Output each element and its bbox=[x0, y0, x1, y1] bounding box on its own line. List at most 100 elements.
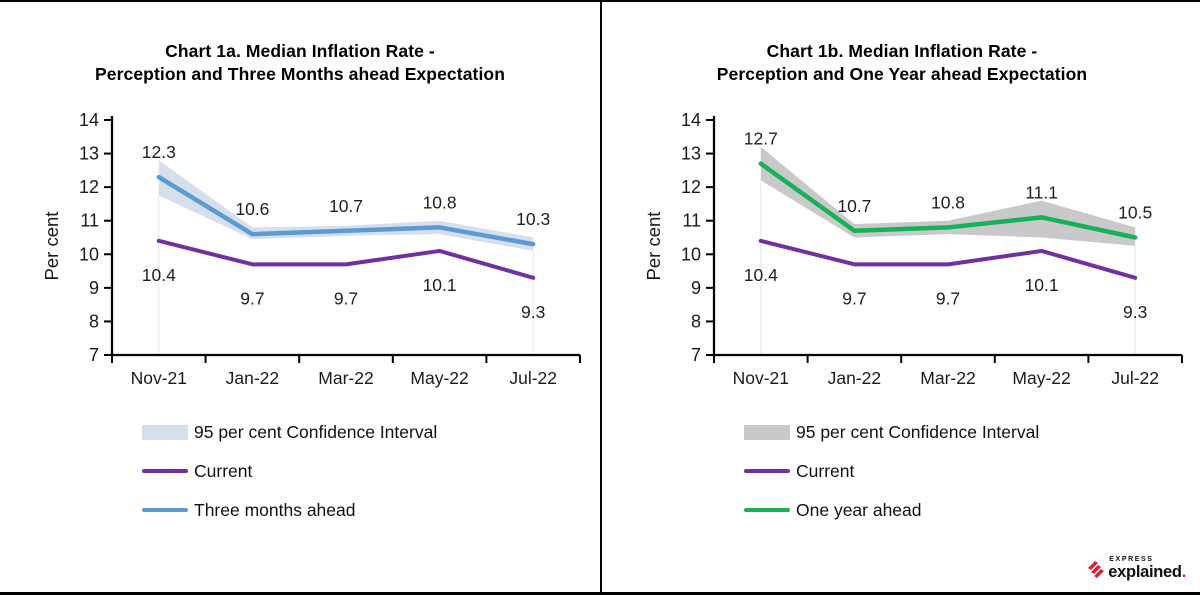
x-tick-label: May-22 bbox=[1012, 368, 1070, 388]
chart-1a-title-line-2: Perception and Three Months ahead Expect… bbox=[95, 64, 505, 84]
x-axis-ticks: Nov-21 Jan-22 Mar-22 May-22 Jul-22 bbox=[713, 355, 1183, 388]
data-label: 10.3 bbox=[516, 209, 550, 229]
legend-label: Current bbox=[796, 460, 855, 481]
legend-item: One year ahead bbox=[744, 498, 1200, 522]
y-tick-label: 12 bbox=[681, 177, 701, 197]
series-line-current bbox=[758, 238, 1138, 280]
confidence-band bbox=[760, 146, 1136, 246]
data-label: 10.4 bbox=[142, 265, 176, 285]
data-label: 10.1 bbox=[423, 275, 457, 295]
legend-line-swatch bbox=[142, 469, 188, 473]
y-tick-label: 10 bbox=[79, 244, 99, 264]
y-tick-label: 10 bbox=[681, 244, 701, 264]
data-labels-current: 10.4 9.7 9.7 10.1 9.3 bbox=[744, 265, 1148, 322]
data-labels-one-year-ahead: 12.7 10.7 10.8 11.1 10.5 bbox=[744, 129, 1152, 223]
data-label: 10.8 bbox=[423, 192, 457, 212]
legend-item: Current bbox=[142, 459, 600, 483]
data-label: 12.7 bbox=[744, 129, 778, 149]
express-chevrons-icon bbox=[1088, 561, 1105, 578]
y-axis-ticks: 7 8 9 10 11 12 13 14 bbox=[79, 110, 112, 365]
y-axis-ticks: 7 8 9 10 11 12 13 14 bbox=[681, 110, 714, 365]
legend-label: 95 per cent Confidence Interval bbox=[194, 421, 438, 442]
legend-line-swatch bbox=[744, 508, 790, 512]
y-tick-label: 12 bbox=[79, 177, 99, 197]
logo-express-label: EXPRESS bbox=[1109, 555, 1154, 563]
express-explained-logo: EXPRESS explained. bbox=[1086, 556, 1186, 581]
legend-label: One year ahead bbox=[796, 499, 922, 520]
chart-1b-title: Chart 1b. Median Inflation Rate - Percep… bbox=[602, 40, 1200, 86]
legend-label: 95 per cent Confidence Interval bbox=[796, 421, 1040, 442]
y-tick-label: 11 bbox=[682, 211, 701, 231]
data-label: 9.7 bbox=[240, 288, 264, 308]
legend-band-swatch bbox=[744, 424, 790, 440]
y-tick-label: 7 bbox=[691, 345, 701, 365]
data-label: 12.3 bbox=[142, 142, 176, 162]
chart-1b-figure: 7 8 9 10 11 12 13 14 Per cent Nov-21 Jan-22 Mar-22 M… bbox=[643, 110, 1183, 388]
x-axis-ticks: Nov-21 Jan-22 Mar-22 May-22 Jul-22 bbox=[111, 355, 581, 388]
series-line-one-year-ahead bbox=[758, 161, 1138, 240]
data-label: 10.7 bbox=[837, 196, 871, 216]
x-tick-label: Jul-22 bbox=[1111, 368, 1159, 388]
x-tick-label: Mar-22 bbox=[318, 368, 373, 388]
y-tick-label: 9 bbox=[89, 278, 99, 298]
chart-panel-1a: Chart 1a. Median Inflation Rate - Percep… bbox=[0, 2, 602, 592]
legend-line-swatch bbox=[142, 508, 188, 512]
logo-dot: . bbox=[1181, 562, 1187, 581]
data-label: 10.5 bbox=[1118, 203, 1152, 223]
chart-1a-title-line-1: Chart 1a. Median Inflation Rate - bbox=[165, 41, 435, 61]
data-labels-three-months-ahead: 12.3 10.6 10.7 10.8 10.3 bbox=[142, 142, 550, 229]
legend-item: 95 per cent Confidence Interval bbox=[744, 420, 1200, 444]
y-axis-title: Per cent bbox=[41, 212, 62, 281]
y-tick-label: 7 bbox=[89, 345, 99, 365]
legend-band-swatch bbox=[142, 424, 188, 440]
chart-1a-legend: 95 per cent Confidence Interval Current Th… bbox=[142, 420, 600, 522]
y-axis-title: Per cent bbox=[643, 212, 664, 281]
legend-item: Three months ahead bbox=[142, 498, 600, 522]
x-tick-label: Nov-21 bbox=[733, 368, 789, 388]
axes bbox=[110, 116, 580, 357]
chart-1a-title: Chart 1a. Median Inflation Rate - Percep… bbox=[0, 40, 600, 86]
data-label: 10.8 bbox=[931, 192, 965, 212]
legend-line-swatch bbox=[744, 469, 790, 473]
axes bbox=[712, 116, 1182, 357]
chart-1a-figure: 7 8 9 10 11 12 13 14 Per cent Nov-21 Jan-22 Mar-22 M… bbox=[41, 110, 581, 388]
x-tick-label: May-22 bbox=[410, 368, 468, 388]
data-label: 10.4 bbox=[744, 265, 778, 285]
y-tick-label: 14 bbox=[681, 110, 701, 130]
y-tick-label: 8 bbox=[89, 311, 99, 331]
y-tick-label: 9 bbox=[691, 278, 701, 298]
y-tick-label: 13 bbox=[79, 144, 99, 164]
legend-item: Current bbox=[744, 459, 1200, 483]
logo-text: EXPRESS explained. bbox=[1108, 556, 1186, 581]
data-labels-current: 10.4 9.7 9.7 10.1 9.3 bbox=[142, 265, 546, 322]
chart-panel-1b: Chart 1b. Median Inflation Rate - Percep… bbox=[602, 2, 1200, 592]
data-label: 10.7 bbox=[329, 196, 363, 216]
y-tick-label: 13 bbox=[681, 144, 701, 164]
chart-1b-title-line-1: Chart 1b. Median Inflation Rate - bbox=[766, 41, 1038, 61]
data-label: 9.7 bbox=[936, 288, 960, 308]
x-tick-label: Nov-21 bbox=[131, 368, 187, 388]
data-label: 10.6 bbox=[235, 199, 269, 219]
data-label: 9.7 bbox=[842, 288, 866, 308]
legend-label: Three months ahead bbox=[194, 499, 356, 520]
data-label: 11.1 bbox=[1025, 182, 1058, 202]
x-tick-label: Mar-22 bbox=[920, 368, 975, 388]
data-label: 9.3 bbox=[521, 302, 545, 322]
y-tick-label: 8 bbox=[691, 311, 701, 331]
x-tick-label: Jan-22 bbox=[828, 368, 882, 388]
data-label: 9.3 bbox=[1123, 302, 1147, 322]
series-line-current bbox=[156, 238, 536, 280]
chart-1b-legend: 95 per cent Confidence Interval Current On… bbox=[744, 420, 1200, 522]
legend-label: Current bbox=[194, 460, 253, 481]
data-label: 9.7 bbox=[334, 288, 358, 308]
series-line-three-months-ahead bbox=[156, 174, 536, 247]
x-tick-label: Jul-22 bbox=[509, 368, 557, 388]
logo-explained-label: explained. bbox=[1108, 562, 1187, 581]
chart-1b-title-line-2: Perception and One Year ahead Expectatio… bbox=[716, 64, 1088, 84]
legend-item: 95 per cent Confidence Interval bbox=[142, 420, 600, 444]
x-tick-label: Jan-22 bbox=[226, 368, 280, 388]
data-label: 10.1 bbox=[1025, 275, 1059, 295]
y-tick-label: 14 bbox=[79, 110, 99, 130]
